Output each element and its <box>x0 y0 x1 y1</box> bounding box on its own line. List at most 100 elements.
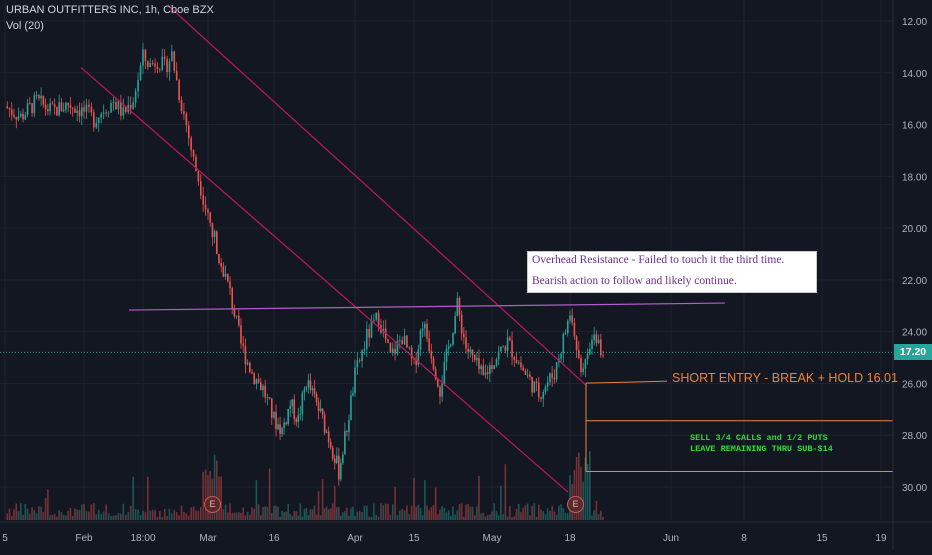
candle-body <box>584 359 587 369</box>
candle-body <box>417 349 420 365</box>
candle-body <box>511 340 513 358</box>
candle-body <box>305 387 308 390</box>
volume-bar <box>562 507 565 520</box>
volume-bar <box>117 513 120 520</box>
candle-body <box>142 49 144 66</box>
candle-body <box>122 107 125 116</box>
volume-bar <box>311 509 314 520</box>
volume-bar <box>279 516 281 520</box>
candle-body <box>366 328 368 349</box>
volume-bar <box>97 509 100 520</box>
targets-note[interactable]: SELL 3/4 CALLS and 1/2 PUTS LEAVE REMAIN… <box>690 433 833 455</box>
volume-bar <box>13 509 15 520</box>
volume-bar <box>542 511 545 520</box>
volume-bar <box>58 510 60 520</box>
volume-bar <box>178 515 180 520</box>
candle-body <box>42 95 45 105</box>
candle-body <box>149 62 152 68</box>
candle-body <box>257 379 260 383</box>
volume-indicator-label[interactable]: Vol (20) <box>6 20 44 32</box>
volume-bar <box>51 514 54 520</box>
volume-bar <box>546 508 549 520</box>
volume-bar <box>305 508 308 520</box>
candle-body <box>80 107 83 117</box>
candle-body <box>229 281 231 289</box>
candle-body <box>375 312 378 320</box>
candle-body <box>238 315 240 326</box>
x-tick-label: 15 <box>816 533 828 544</box>
candle-body <box>22 113 24 120</box>
candle-body <box>49 103 51 112</box>
volume-bar <box>529 515 531 520</box>
candle-body <box>526 374 529 376</box>
candle-body <box>476 357 478 361</box>
volume-bar <box>437 514 439 520</box>
volume-bar <box>180 505 183 520</box>
short-entry-note[interactable]: SHORT ENTRY - BREAK + HOLD 16.01 <box>672 371 898 385</box>
candle-body <box>311 388 314 390</box>
candle-body <box>13 114 15 118</box>
volume-bar <box>229 503 231 520</box>
volume-bar <box>56 516 58 520</box>
candle-body <box>399 340 401 342</box>
volume-bar <box>544 514 547 520</box>
candle-body <box>171 51 173 62</box>
candle-body <box>401 340 403 345</box>
candle-body <box>129 104 132 109</box>
earnings-event-marker[interactable]: E <box>567 496 584 513</box>
candle-body <box>285 422 287 424</box>
candle-body <box>591 340 593 350</box>
volume-bar <box>190 507 192 520</box>
volume-bar <box>124 515 127 520</box>
volume-bar <box>522 507 524 520</box>
volume-bar <box>517 503 520 520</box>
candle-body <box>204 204 207 210</box>
volume-bar <box>354 516 356 520</box>
volume-bar <box>281 510 283 520</box>
candle-body <box>520 362 522 368</box>
current-price-label: 17.20 <box>894 344 932 360</box>
candle-body <box>60 102 63 112</box>
volume-bar <box>344 511 346 520</box>
volume-bar <box>154 510 156 520</box>
earnings-event-marker[interactable]: E <box>204 496 221 513</box>
volume-bar <box>120 513 122 520</box>
candle-body <box>338 455 340 480</box>
volume-bar <box>266 506 269 520</box>
volume-bar <box>287 503 289 520</box>
drawing-lines[interactable] <box>0 5 893 493</box>
descending-trendline-upper <box>167 5 588 387</box>
candle-body <box>249 362 251 373</box>
candle-body <box>486 372 489 374</box>
volume-bar <box>391 504 394 520</box>
volume-bar <box>100 513 103 520</box>
symbol-title[interactable]: URBAN OUTFITTERS INC, 1h, Cboe BZX <box>6 4 214 16</box>
resistance-line <box>128 302 726 311</box>
volume-bar <box>317 490 320 520</box>
volume-bar <box>476 506 478 520</box>
volume-bar <box>352 506 354 520</box>
candle-body <box>124 107 127 112</box>
candle-body <box>564 332 567 334</box>
volume-bar <box>549 510 551 520</box>
volume-bar <box>403 510 406 520</box>
candle-body <box>391 348 394 353</box>
volume-bar <box>67 510 69 520</box>
candle-body <box>410 347 413 359</box>
candle-body <box>20 113 22 117</box>
volume-bar <box>144 512 147 520</box>
candle-body <box>571 315 573 323</box>
resistance-annotation[interactable]: Overhead Resistance - Failed to touch it… <box>527 251 817 293</box>
volume-bar <box>80 504 83 520</box>
candle-body <box>277 424 279 430</box>
volume-bar <box>486 515 489 520</box>
volume-bar <box>593 510 595 520</box>
volume-bar <box>428 510 430 520</box>
volume-bar <box>575 456 578 520</box>
candle-body <box>192 150 195 157</box>
volume-bar <box>439 509 441 520</box>
candle-body <box>473 354 476 361</box>
